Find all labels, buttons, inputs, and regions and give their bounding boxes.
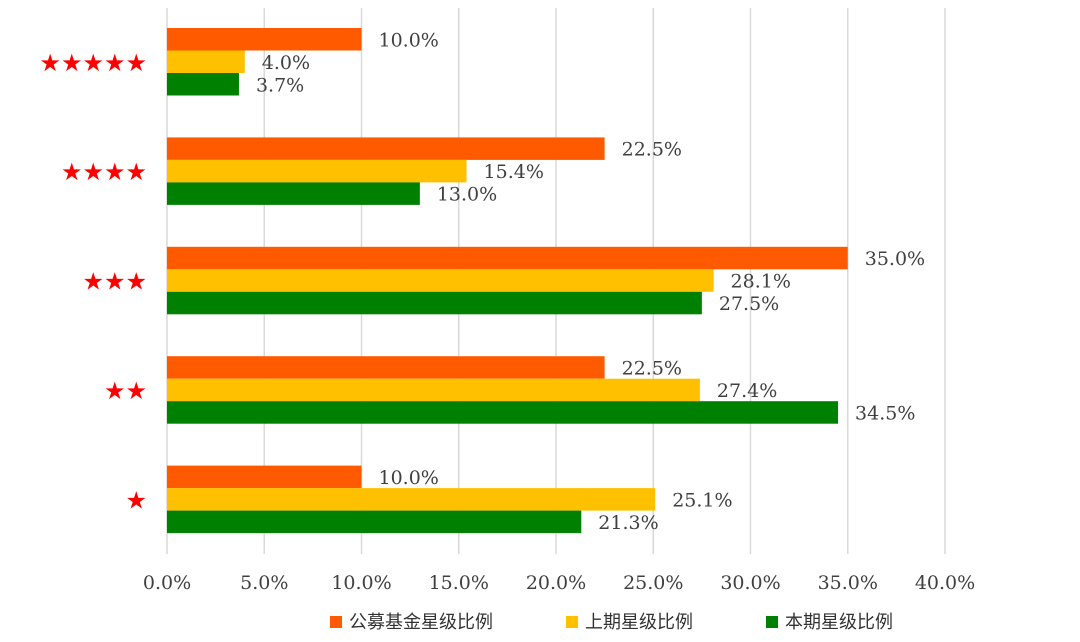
data-label: 13.0% xyxy=(437,184,497,206)
bar xyxy=(167,510,582,534)
bar xyxy=(167,356,605,379)
data-label: 25.1% xyxy=(672,489,732,511)
data-label: 3.7% xyxy=(256,74,304,96)
legend-label: 上期星级比例 xyxy=(585,612,693,633)
category-label: ★★★★ xyxy=(61,158,147,186)
bar xyxy=(167,378,700,402)
data-label: 15.4% xyxy=(484,161,544,183)
category-label: ★ xyxy=(125,486,147,514)
bar xyxy=(167,28,362,51)
category-label: ★★ xyxy=(104,377,147,405)
data-label: 21.3% xyxy=(598,512,658,534)
legend-swatch xyxy=(566,616,578,628)
bar xyxy=(167,291,702,315)
bar xyxy=(167,246,848,270)
data-label: 22.5% xyxy=(622,357,682,379)
x-tick-label: 20.0% xyxy=(526,572,586,594)
data-labels: 10.0%4.0%3.7%22.5%15.4%13.0%35.0%28.1%27… xyxy=(256,29,925,534)
x-tick-label: 35.0% xyxy=(818,572,878,594)
bar xyxy=(167,159,467,183)
legend-swatch xyxy=(330,616,342,628)
data-label: 34.5% xyxy=(855,402,915,424)
bar xyxy=(167,182,420,205)
x-tick-label: 0.0% xyxy=(143,572,191,594)
x-tick-label: 30.0% xyxy=(720,572,780,594)
x-tick-label: 5.0% xyxy=(240,572,288,594)
x-tick-label: 10.0% xyxy=(331,572,391,594)
bars xyxy=(167,28,848,534)
bar xyxy=(167,73,239,96)
data-label: 4.0% xyxy=(262,52,310,74)
bar xyxy=(167,269,714,292)
legend-label: 本期星级比例 xyxy=(785,612,893,633)
data-label: 27.5% xyxy=(719,293,779,315)
legend-swatch xyxy=(766,616,778,628)
legend-label: 公募基金星级比例 xyxy=(349,612,493,633)
bar xyxy=(167,401,839,424)
data-label: 35.0% xyxy=(865,248,925,270)
category-label: ★★★★★ xyxy=(39,49,147,77)
x-tick-label: 25.0% xyxy=(623,572,683,594)
category-label: ★★★ xyxy=(82,268,147,296)
data-label: 10.0% xyxy=(379,467,439,489)
x-axis-tick-labels: 0.0% 5.0% 10.0% 15.0% 20.0% 25.0% 30.0% 35.0% 40… xyxy=(143,572,975,594)
bar xyxy=(167,488,656,511)
data-label: 22.5% xyxy=(622,139,682,161)
bar xyxy=(167,137,605,160)
x-tick-label: 15.0% xyxy=(429,572,489,594)
category-labels: ★★★★★★★★★★★★★★★ xyxy=(39,49,147,515)
x-tick-label: 40.0% xyxy=(915,572,975,594)
bar xyxy=(167,465,362,489)
data-label: 10.0% xyxy=(379,29,439,51)
legend: 公募基金星级比例 上期星级比例 本期星级比例 xyxy=(330,612,893,633)
data-label: 28.1% xyxy=(731,271,791,293)
data-label: 27.4% xyxy=(717,380,777,402)
bar xyxy=(167,50,245,73)
